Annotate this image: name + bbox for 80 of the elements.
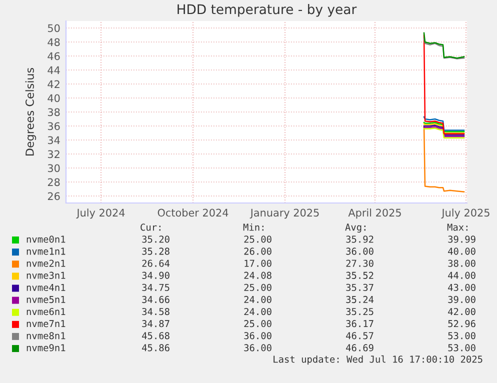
text: Min:	[243, 223, 264, 231]
legend-label: nvme4n1	[26, 284, 66, 292]
text: 42.00	[448, 308, 476, 316]
chart-title: HDD temperature - by year	[178, 4, 357, 17]
text: 24.08	[244, 272, 272, 279]
text: 35.20	[142, 236, 170, 243]
text: 17.00	[244, 260, 272, 267]
text: 34.90	[142, 272, 170, 279]
text: 35.92	[346, 236, 374, 243]
text: 43.00	[448, 284, 476, 292]
text: 27.30	[346, 260, 374, 267]
text: Cur:	[140, 224, 160, 231]
text: 34.87	[142, 320, 170, 328]
y-tick-label: 28	[48, 178, 60, 186]
text: 34.66	[142, 296, 170, 304]
text: 53.00	[448, 332, 476, 340]
x-tick-label: October 2024	[158, 208, 228, 217]
y-tick-label: 38	[48, 108, 60, 116]
text: 36.00	[244, 332, 272, 340]
y-tick-label: 36	[48, 122, 60, 130]
y-axis-title: Degrees Celsius	[25, 68, 36, 156]
text: 35.37	[346, 284, 374, 292]
y-tick-label: 26	[48, 192, 60, 200]
text: 26.64	[142, 260, 170, 267]
text: 46.69	[346, 344, 374, 352]
legend-label: nvme3n1	[26, 272, 66, 279]
text: 34.75	[142, 284, 170, 292]
y-tick-label: 48	[48, 38, 60, 46]
y-tick-label: 34	[48, 136, 60, 144]
text: 52.96	[448, 320, 476, 328]
line-series	[423, 32, 465, 59]
text: 36.00	[244, 344, 272, 352]
text: 39.99	[448, 236, 476, 243]
y-tick-label: 50	[48, 24, 60, 32]
text: 25.00	[244, 284, 272, 292]
text: 45.68	[142, 332, 170, 340]
y-tick-label: 32	[48, 150, 60, 158]
y-tick-label: 42	[48, 80, 60, 88]
y-tick-label: 46	[48, 52, 60, 60]
text: 24.00	[244, 296, 272, 304]
line-series	[423, 38, 465, 60]
legend-label: nvme5n1	[26, 296, 66, 304]
legend-label: nvme0n1	[26, 236, 66, 243]
legend-label: nvme8n1	[26, 332, 66, 340]
text: 46.57	[346, 332, 374, 340]
text: Avg:	[345, 224, 366, 233]
x-tick-label: April 2025	[348, 208, 401, 219]
line-series	[423, 34, 465, 134]
x-tick-label: January 2025	[250, 208, 319, 219]
x-tick-label: July 2024	[76, 208, 125, 219]
text: 40.00	[448, 248, 476, 255]
text: 26.00	[244, 248, 272, 255]
legend-label: nvme6n1	[26, 308, 66, 316]
text: 35.28	[142, 248, 170, 255]
text: 45.86	[142, 344, 170, 352]
text: 34.58	[142, 308, 170, 316]
text: 35.24	[346, 296, 374, 304]
legend-label: nvme2n1	[26, 260, 66, 267]
line-series	[423, 125, 465, 192]
text: 35.52	[346, 272, 374, 279]
legend-label: nvme7n1	[26, 320, 66, 328]
text: Max:	[447, 224, 468, 231]
y-tick-label: 40	[48, 94, 60, 102]
y-tick-label: 44	[48, 66, 60, 74]
legend-label: nvme1n1	[26, 248, 66, 255]
text: 36.17	[346, 320, 374, 328]
text: 35.25	[346, 308, 374, 316]
text: 24.00	[244, 308, 272, 316]
legend-label: nvme9n1	[26, 344, 66, 352]
text: 36.00	[346, 248, 374, 255]
line-series	[423, 116, 465, 131]
y-tick-label: 30	[48, 164, 60, 172]
x-tick-label: July 2025	[441, 208, 490, 219]
text: 25.00	[244, 236, 272, 243]
text: 53.00	[448, 344, 476, 352]
text: 38.00	[448, 260, 476, 267]
text: 44.00	[448, 272, 476, 279]
text: 25.00	[244, 320, 272, 328]
text: 39.00	[448, 296, 476, 304]
text: Last update: Wed Jul 16 17:00:10 2025	[274, 355, 482, 365]
